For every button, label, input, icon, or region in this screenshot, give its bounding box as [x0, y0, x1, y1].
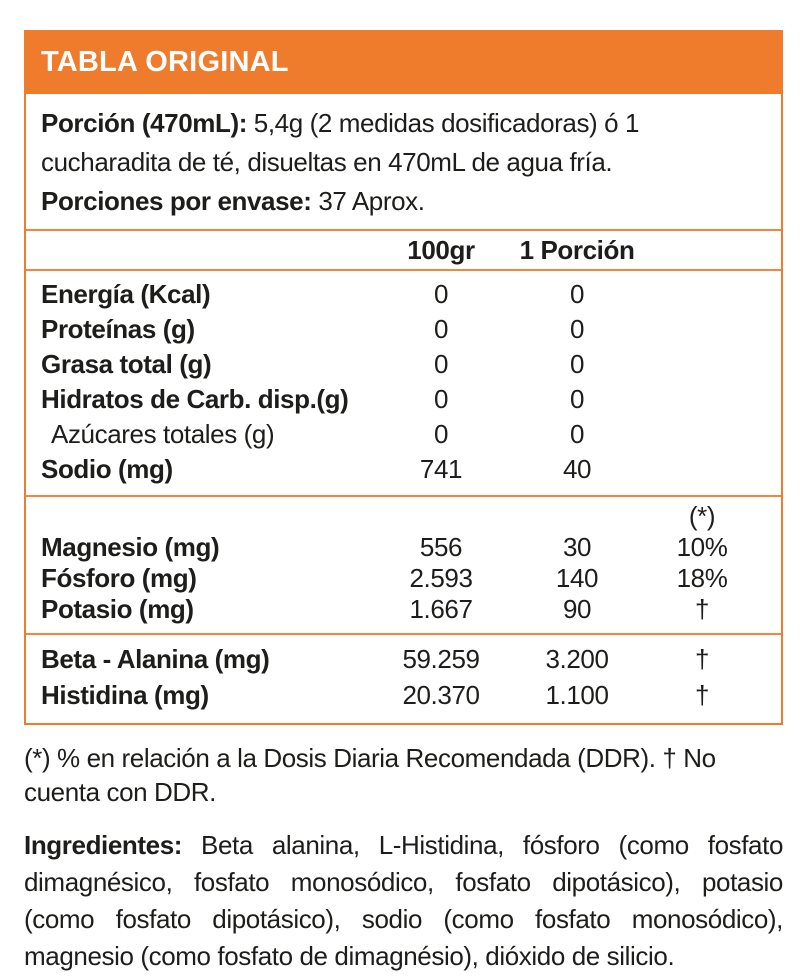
- row-label: Azúcares totales (g): [51, 419, 275, 449]
- serving-section: Porción (470mL): 5,4g (2 medidas dosific…: [26, 94, 781, 229]
- divider: [26, 495, 781, 497]
- value-portion: 0: [569, 349, 585, 379]
- footnote: (*) % en relación a la Dosis Diaria Reco…: [24, 743, 716, 807]
- divider: [26, 269, 781, 271]
- row-label: Proteínas (g): [41, 314, 195, 344]
- nutrient-row: Potasio (mg) 1.667 90 †: [26, 594, 781, 625]
- value-100g: 741: [419, 454, 463, 484]
- row-label: Sodio (mg): [41, 454, 173, 484]
- portion-label: Porción (470mL):: [41, 108, 247, 138]
- value-portion: 0: [569, 384, 585, 414]
- value-100g: 556: [419, 532, 463, 562]
- table-card: TABLA ORIGINAL Porción (470mL): 5,4g (2 …: [24, 30, 783, 975]
- row-label: Potasio (mg): [41, 594, 194, 624]
- value-portion: 140: [555, 563, 599, 593]
- value-ddr: †: [694, 679, 710, 710]
- mineral-section: (*) Magnesio (mg) 556 30 10% Fósforo (mg…: [26, 497, 781, 633]
- header-title: TABLA ORIGINAL: [41, 45, 289, 78]
- row-label: Beta - Alanina (mg): [41, 643, 270, 674]
- servings-info: Porciones por envase: 37 Aprox.: [41, 182, 766, 221]
- nutrient-row: Proteínas (g) 0 0: [26, 312, 781, 347]
- row-label: Magnesio (mg): [41, 532, 220, 562]
- value-100g: 2.593: [409, 563, 473, 593]
- row-label: Fósforo (mg): [41, 563, 197, 593]
- nutrient-row: Fósforo (mg) 2.593 140 18%: [26, 563, 781, 594]
- value-ddr: 10%: [676, 532, 728, 562]
- nutrient-row: Azúcares totales (g) 0 0: [26, 417, 781, 452]
- divider: [26, 633, 781, 635]
- value-ddr: †: [694, 643, 710, 674]
- ddr-mark: (*): [688, 501, 716, 531]
- value-portion: 3.200: [545, 643, 609, 674]
- header-band: TABLA ORIGINAL: [24, 30, 783, 94]
- value-100g: 1.667: [409, 594, 473, 624]
- value-portion: 1.100: [545, 679, 609, 710]
- nutrient-row: Energía (Kcal) 0 0: [26, 277, 781, 312]
- row-label: Histidina (mg): [41, 679, 209, 710]
- column-header-row: 100gr 1 Porción: [26, 231, 781, 269]
- value-100g: 0: [433, 419, 449, 449]
- row-label: Hidratos de Carb. disp.(g): [41, 384, 349, 414]
- servings-value: 37 Aprox.: [318, 186, 425, 216]
- column-header-100g: 100gr: [407, 234, 475, 265]
- servings-label: Porciones por envase:: [41, 186, 312, 216]
- row-label: Grasa total (g): [41, 349, 212, 379]
- value-100g: 0: [433, 279, 449, 309]
- value-portion: 90: [562, 594, 592, 624]
- portion-info: Porción (470mL): 5,4g (2 medidas dosific…: [41, 104, 766, 182]
- value-100g: 59.259: [402, 643, 480, 674]
- nutrition-box: Porción (470mL): 5,4g (2 medidas dosific…: [24, 94, 783, 725]
- value-100g: 0: [433, 384, 449, 414]
- value-100g: 0: [433, 349, 449, 379]
- nutrient-row: Histidina (mg) 20.370 1.100 †: [26, 677, 781, 713]
- value-portion: 30: [562, 532, 592, 562]
- portion-value: 5,4g (2 medidas dosificadoras) ó 1 cucha…: [41, 108, 640, 177]
- ddr-mark-row: (*): [26, 501, 781, 532]
- value-ddr: 18%: [676, 563, 728, 593]
- value-portion: 40: [562, 454, 592, 484]
- value-portion: 0: [569, 279, 585, 309]
- nutrient-row: Beta - Alanina (mg) 59.259 3.200 †: [26, 641, 781, 677]
- nutrient-row: Magnesio (mg) 556 30 10%: [26, 532, 781, 563]
- amino-section: Beta - Alanina (mg) 59.259 3.200 † Histi…: [26, 635, 781, 723]
- value-100g: 20.370: [402, 679, 480, 710]
- ingredients-text: Beta alanina, L-Histidina, fósforo (como…: [24, 830, 783, 971]
- macro-section: Energía (Kcal) 0 0 Proteínas (g) 0 0 Gra…: [26, 271, 781, 495]
- value-portion: 0: [569, 419, 585, 449]
- value-ddr: †: [694, 594, 710, 624]
- column-header-portion: 1 Porción: [519, 234, 635, 265]
- row-label: Energía (Kcal): [41, 279, 211, 309]
- ingredients-label: Ingredientes:: [24, 830, 183, 860]
- value-100g: 0: [433, 314, 449, 344]
- nutrient-row: Grasa total (g) 0 0: [26, 347, 781, 382]
- value-portion: 0: [569, 314, 585, 344]
- divider: [26, 229, 781, 231]
- nutrient-row: Hidratos de Carb. disp.(g) 0 0: [26, 382, 781, 417]
- nutrient-row: Sodio (mg) 741 40: [26, 452, 781, 487]
- ingredients: Ingredientes: Beta alanina, L-Histidina,…: [24, 827, 783, 975]
